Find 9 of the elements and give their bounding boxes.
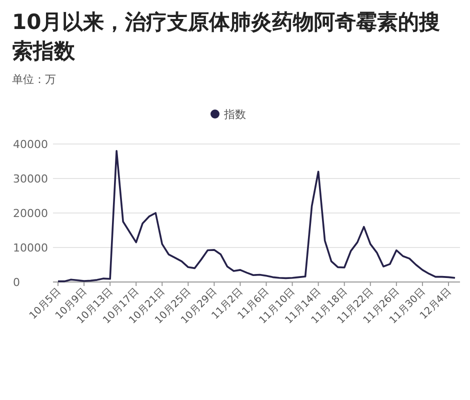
y-tick-label: 40000 [13,138,48,151]
y-tick-label: 0 [13,276,20,289]
title: 10月以来，治疗支原体肺炎药物阿奇霉素的搜索指数 [12,9,442,65]
y-tick-label: 30000 [13,172,48,186]
legend: 指数 [210,108,246,121]
y-tick-label: 20000 [13,207,48,220]
legend-label: 指数 [223,108,246,121]
subtitle: 单位：万 [12,72,56,87]
y-tick-label: 10000 [13,242,48,254]
